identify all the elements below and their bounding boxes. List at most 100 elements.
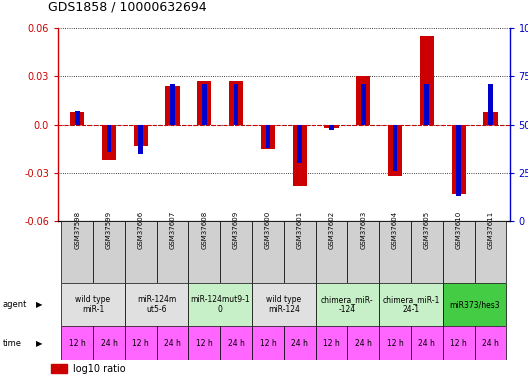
Bar bbox=[202, 84, 206, 124]
Bar bbox=[284, 221, 316, 283]
Text: 12 h: 12 h bbox=[196, 339, 213, 348]
Text: GSM37608: GSM37608 bbox=[201, 211, 208, 249]
Bar bbox=[475, 221, 506, 283]
Bar bbox=[138, 124, 143, 154]
Text: GSM37603: GSM37603 bbox=[360, 211, 366, 249]
Text: wild type
miR-1: wild type miR-1 bbox=[76, 295, 110, 314]
Bar bbox=[220, 221, 252, 283]
Text: GSM37607: GSM37607 bbox=[169, 211, 175, 249]
Text: GSM37609: GSM37609 bbox=[233, 211, 239, 249]
Text: 12 h: 12 h bbox=[133, 339, 149, 348]
Text: wild type
miR-124: wild type miR-124 bbox=[266, 295, 301, 314]
Bar bbox=[361, 84, 366, 124]
Bar bbox=[107, 124, 111, 152]
Bar bbox=[51, 364, 67, 374]
Bar bbox=[61, 283, 125, 326]
Text: ▶: ▶ bbox=[36, 300, 42, 309]
Text: time: time bbox=[3, 339, 22, 348]
Text: 24 h: 24 h bbox=[418, 339, 435, 348]
Text: miR373/hes3: miR373/hes3 bbox=[449, 300, 500, 309]
Bar bbox=[125, 326, 157, 360]
Text: GSM37611: GSM37611 bbox=[487, 211, 494, 249]
Bar bbox=[93, 221, 125, 283]
Text: agent: agent bbox=[3, 300, 27, 309]
Bar bbox=[347, 221, 379, 283]
Bar bbox=[197, 81, 212, 124]
Text: GSM37600: GSM37600 bbox=[265, 211, 271, 249]
Bar bbox=[188, 326, 220, 360]
Bar bbox=[75, 111, 80, 125]
Text: GSM37610: GSM37610 bbox=[456, 211, 461, 249]
Bar bbox=[157, 326, 188, 360]
Bar bbox=[456, 124, 461, 196]
Bar bbox=[347, 326, 379, 360]
Bar bbox=[425, 84, 429, 124]
Bar bbox=[234, 84, 239, 124]
Bar bbox=[316, 221, 347, 283]
Bar bbox=[170, 84, 175, 124]
Bar bbox=[284, 326, 316, 360]
Text: chimera_miR-
-124: chimera_miR- -124 bbox=[321, 295, 374, 314]
Bar bbox=[388, 124, 402, 176]
Bar bbox=[165, 86, 180, 124]
Text: GSM37598: GSM37598 bbox=[74, 211, 80, 249]
Bar bbox=[488, 84, 493, 124]
Text: GSM37604: GSM37604 bbox=[392, 211, 398, 249]
Text: GSM37606: GSM37606 bbox=[138, 211, 144, 249]
Text: GDS1858 / 10000632694: GDS1858 / 10000632694 bbox=[48, 0, 206, 13]
Bar bbox=[324, 124, 338, 128]
Bar bbox=[356, 76, 371, 125]
Text: 12 h: 12 h bbox=[69, 339, 86, 348]
Bar bbox=[379, 283, 443, 326]
Bar bbox=[125, 283, 188, 326]
Bar bbox=[451, 124, 466, 194]
Text: 24 h: 24 h bbox=[228, 339, 244, 348]
Text: 24 h: 24 h bbox=[100, 339, 117, 348]
Text: 12 h: 12 h bbox=[323, 339, 340, 348]
Bar bbox=[379, 221, 411, 283]
Bar bbox=[252, 283, 316, 326]
Text: miR-124m
ut5-6: miR-124m ut5-6 bbox=[137, 295, 176, 314]
Bar bbox=[297, 124, 302, 164]
Bar bbox=[252, 326, 284, 360]
Bar bbox=[443, 221, 475, 283]
Bar bbox=[329, 124, 334, 130]
Text: chimera_miR-1
24-1: chimera_miR-1 24-1 bbox=[382, 295, 440, 314]
Bar bbox=[266, 124, 270, 148]
Text: 12 h: 12 h bbox=[260, 339, 276, 348]
Bar bbox=[483, 112, 497, 125]
Bar bbox=[420, 36, 434, 124]
Bar bbox=[61, 221, 93, 283]
Bar bbox=[379, 326, 411, 360]
Bar bbox=[93, 326, 125, 360]
Bar bbox=[102, 124, 116, 160]
Bar bbox=[125, 221, 157, 283]
Bar bbox=[252, 221, 284, 283]
Text: 12 h: 12 h bbox=[450, 339, 467, 348]
Text: miR-124mut9-1
0: miR-124mut9-1 0 bbox=[191, 295, 250, 314]
Text: GSM37605: GSM37605 bbox=[424, 211, 430, 249]
Text: 12 h: 12 h bbox=[386, 339, 403, 348]
Bar bbox=[293, 124, 307, 186]
Bar bbox=[229, 81, 243, 124]
Bar bbox=[188, 221, 220, 283]
Bar bbox=[70, 112, 84, 125]
Bar bbox=[393, 124, 398, 171]
Bar bbox=[316, 283, 379, 326]
Bar bbox=[443, 283, 506, 326]
Text: 24 h: 24 h bbox=[291, 339, 308, 348]
Bar bbox=[188, 283, 252, 326]
Bar bbox=[157, 221, 188, 283]
Text: ▶: ▶ bbox=[36, 339, 42, 348]
Text: 24 h: 24 h bbox=[482, 339, 499, 348]
Bar bbox=[316, 326, 347, 360]
Bar bbox=[443, 326, 475, 360]
Bar bbox=[61, 326, 93, 360]
Text: log10 ratio: log10 ratio bbox=[73, 364, 126, 374]
Bar bbox=[411, 326, 443, 360]
Bar bbox=[261, 124, 275, 149]
Text: GSM37599: GSM37599 bbox=[106, 211, 112, 249]
Text: GSM37602: GSM37602 bbox=[328, 211, 334, 249]
Bar bbox=[220, 326, 252, 360]
Bar bbox=[475, 326, 506, 360]
